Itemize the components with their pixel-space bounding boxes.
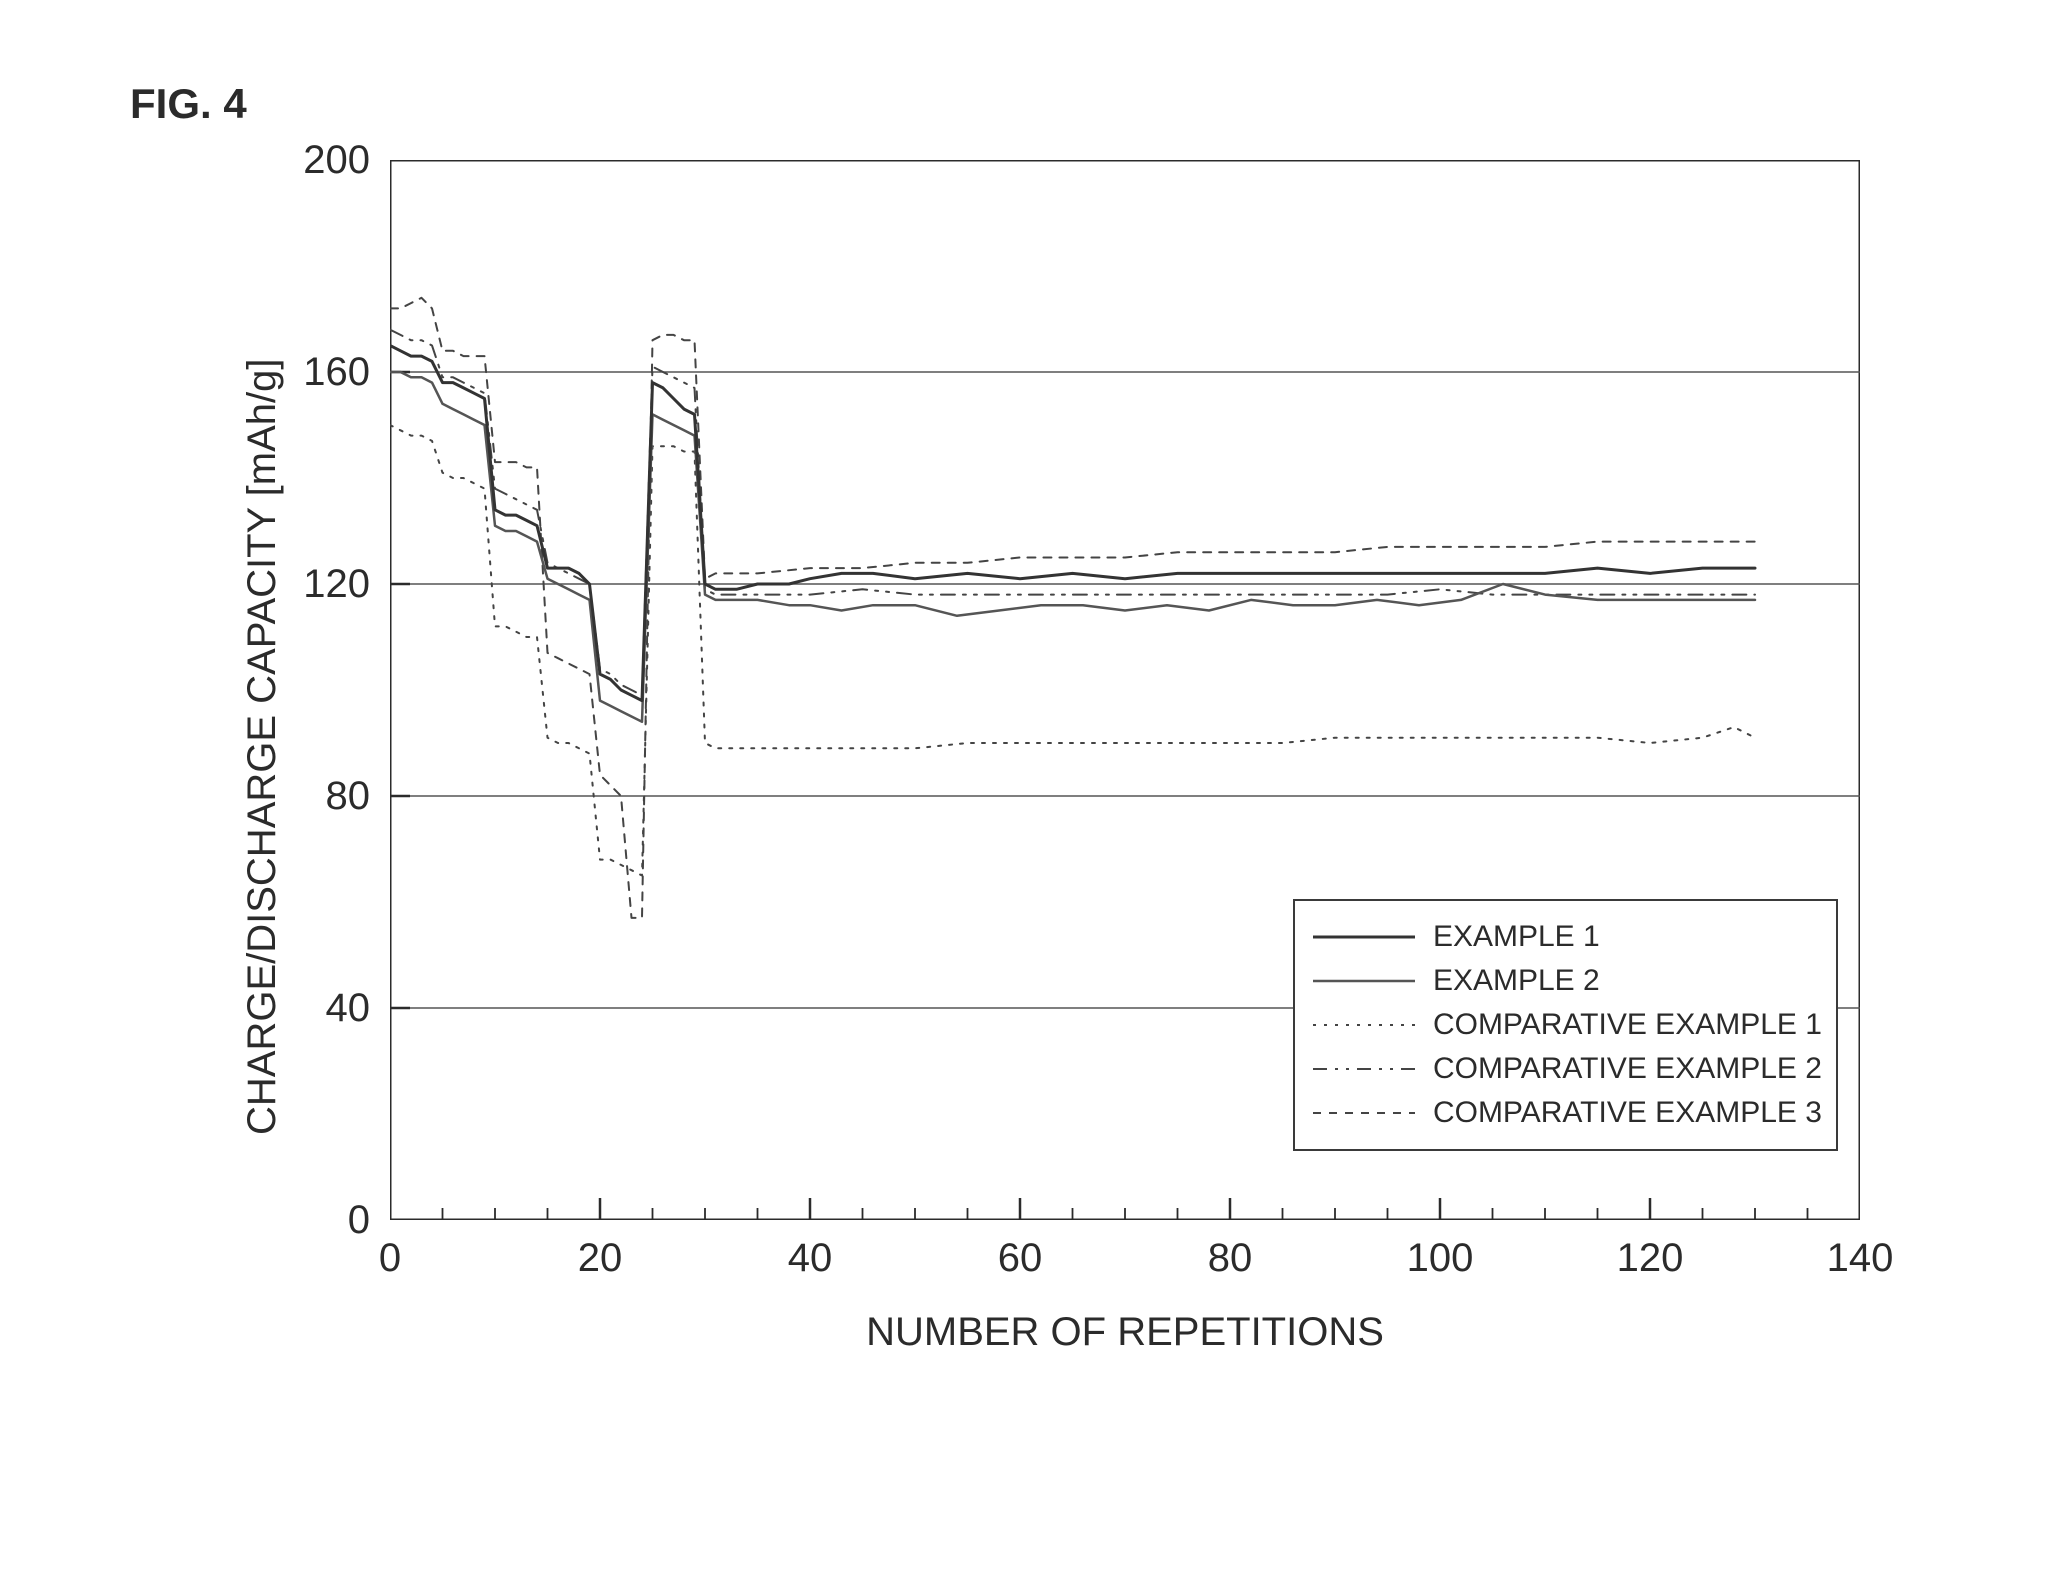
legend-label: EXAMPLE 1 <box>1433 920 1600 954</box>
page: { "figure": { "label": "FIG. 4", "label_… <box>0 0 2068 1585</box>
legend-row: COMPARATIVE EXAMPLE 2 <box>1309 1047 1822 1091</box>
legend-row: COMPARATIVE EXAMPLE 1 <box>1309 1003 1822 1047</box>
tick-label: 60 <box>998 1236 1043 1281</box>
tick-label: 80 <box>326 774 371 819</box>
legend: EXAMPLE 1 EXAMPLE 2 COMPARATIVE EXAMPLE 1 C… <box>1293 899 1838 1151</box>
tick-label: 140 <box>1827 1236 1894 1281</box>
tick-label: 160 <box>303 350 370 395</box>
tick-label: 120 <box>1617 1236 1684 1281</box>
tick-label: 40 <box>326 986 371 1031</box>
tick-label: 100 <box>1407 1236 1474 1281</box>
legend-label: COMPARATIVE EXAMPLE 1 <box>1433 1008 1822 1042</box>
tick-label: 0 <box>348 1198 370 1243</box>
x-axis-label: NUMBER OF REPETITIONS <box>866 1310 1384 1355</box>
legend-swatch <box>1309 959 1419 1003</box>
figure-label: FIG. 4 <box>130 80 247 128</box>
legend-row: EXAMPLE 1 <box>1309 915 1822 959</box>
legend-swatch <box>1309 1003 1419 1047</box>
legend-swatch <box>1309 1047 1419 1091</box>
tick-label: 0 <box>379 1236 401 1281</box>
tick-label: 200 <box>303 138 370 183</box>
series-ex2 <box>390 372 1755 722</box>
legend-label: COMPARATIVE EXAMPLE 3 <box>1433 1096 1822 1130</box>
legend-label: EXAMPLE 2 <box>1433 964 1600 998</box>
tick-label: 40 <box>788 1236 833 1281</box>
y-axis-label: CHARGE/DISCHARGE CAPACITY [mAh/g] <box>240 359 285 1135</box>
tick-label: 80 <box>1208 1236 1253 1281</box>
legend-swatch <box>1309 915 1419 959</box>
legend-row: COMPARATIVE EXAMPLE 3 <box>1309 1091 1822 1135</box>
legend-label: COMPARATIVE EXAMPLE 2 <box>1433 1052 1822 1086</box>
series-c3 <box>390 298 1755 918</box>
legend-row: EXAMPLE 2 <box>1309 959 1822 1003</box>
legend-swatch <box>1309 1091 1419 1135</box>
tick-label: 120 <box>303 562 370 607</box>
tick-label: 20 <box>578 1236 623 1281</box>
